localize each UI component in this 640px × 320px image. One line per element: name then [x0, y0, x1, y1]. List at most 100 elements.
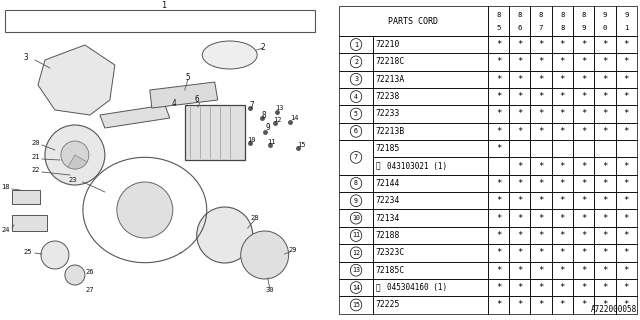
Text: 8: 8: [539, 12, 543, 18]
Text: *: *: [538, 127, 544, 136]
Text: 8: 8: [560, 25, 564, 31]
Text: 72213B: 72213B: [376, 127, 405, 136]
Text: *: *: [581, 127, 586, 136]
Text: 72218C: 72218C: [376, 57, 405, 66]
Text: *: *: [581, 179, 586, 188]
Bar: [595, 123, 616, 140]
Text: 72185C: 72185C: [376, 266, 405, 275]
Text: 9: 9: [624, 12, 628, 18]
Text: *: *: [496, 214, 501, 223]
Bar: [616, 279, 637, 296]
Text: *: *: [623, 266, 629, 275]
Text: *: *: [560, 75, 565, 84]
Bar: [339, 279, 373, 296]
Bar: [373, 175, 488, 192]
Text: 72144: 72144: [376, 179, 400, 188]
Bar: [531, 296, 552, 314]
Text: *: *: [517, 214, 522, 223]
Text: 7: 7: [539, 25, 543, 31]
Bar: [616, 244, 637, 261]
Text: 22: 22: [31, 167, 40, 173]
Bar: [573, 244, 595, 261]
Bar: [509, 105, 531, 123]
Text: *: *: [517, 266, 522, 275]
Bar: [488, 175, 509, 192]
Bar: [488, 244, 509, 261]
Text: *: *: [538, 179, 544, 188]
Text: *: *: [517, 127, 522, 136]
Bar: [339, 209, 373, 227]
Text: 10: 10: [248, 137, 256, 143]
Bar: [509, 175, 531, 192]
Bar: [339, 36, 373, 53]
Text: *: *: [623, 127, 629, 136]
Bar: [339, 227, 373, 244]
Bar: [373, 261, 488, 279]
Bar: [339, 70, 373, 88]
Bar: [573, 36, 595, 53]
Bar: [373, 209, 488, 227]
Bar: [595, 279, 616, 296]
Text: 15: 15: [352, 302, 360, 308]
Bar: [339, 296, 373, 314]
Text: *: *: [560, 57, 565, 66]
Circle shape: [65, 265, 85, 285]
Text: 2: 2: [260, 44, 265, 52]
Text: 14: 14: [352, 284, 360, 291]
Text: 4: 4: [172, 99, 177, 108]
Text: 72233: 72233: [376, 109, 400, 118]
Text: 30: 30: [266, 287, 274, 293]
Text: 8: 8: [560, 12, 564, 18]
Text: *: *: [496, 196, 501, 205]
Text: *: *: [538, 40, 544, 49]
Bar: [595, 261, 616, 279]
Text: *: *: [517, 231, 522, 240]
Bar: [531, 123, 552, 140]
Text: *: *: [517, 92, 522, 101]
Bar: [531, 105, 552, 123]
Text: *: *: [560, 231, 565, 240]
Text: *: *: [581, 57, 586, 66]
Text: *: *: [602, 57, 607, 66]
Text: *: *: [560, 162, 565, 171]
Text: *: *: [517, 283, 522, 292]
Bar: [552, 140, 573, 157]
Text: 5: 5: [186, 73, 190, 82]
Bar: [509, 70, 531, 88]
FancyBboxPatch shape: [185, 105, 244, 160]
Bar: [616, 261, 637, 279]
Text: 8: 8: [261, 110, 266, 119]
Text: 2: 2: [354, 59, 358, 65]
Text: A722000058: A722000058: [591, 305, 637, 314]
Bar: [531, 70, 552, 88]
Bar: [488, 157, 509, 175]
Text: *: *: [496, 300, 501, 309]
Text: *: *: [517, 300, 522, 309]
Bar: [531, 261, 552, 279]
Text: *: *: [602, 75, 607, 84]
Text: *: *: [517, 40, 522, 49]
Text: *: *: [496, 109, 501, 118]
Bar: [531, 6, 552, 36]
Bar: [573, 261, 595, 279]
Bar: [573, 105, 595, 123]
Circle shape: [117, 182, 173, 238]
Text: 27: 27: [86, 287, 94, 293]
Bar: [573, 227, 595, 244]
Polygon shape: [150, 82, 218, 108]
Text: 72188: 72188: [376, 231, 400, 240]
Bar: [616, 140, 637, 157]
Bar: [509, 279, 531, 296]
Text: 5: 5: [354, 111, 358, 117]
Bar: [616, 157, 637, 175]
Text: *: *: [496, 57, 501, 66]
Text: 18: 18: [1, 184, 10, 190]
Bar: [552, 123, 573, 140]
Text: *: *: [538, 92, 544, 101]
Text: 11: 11: [268, 139, 276, 145]
Text: *: *: [538, 266, 544, 275]
Bar: [531, 88, 552, 105]
Bar: [616, 105, 637, 123]
Text: *: *: [496, 231, 501, 240]
Text: *: *: [581, 300, 586, 309]
